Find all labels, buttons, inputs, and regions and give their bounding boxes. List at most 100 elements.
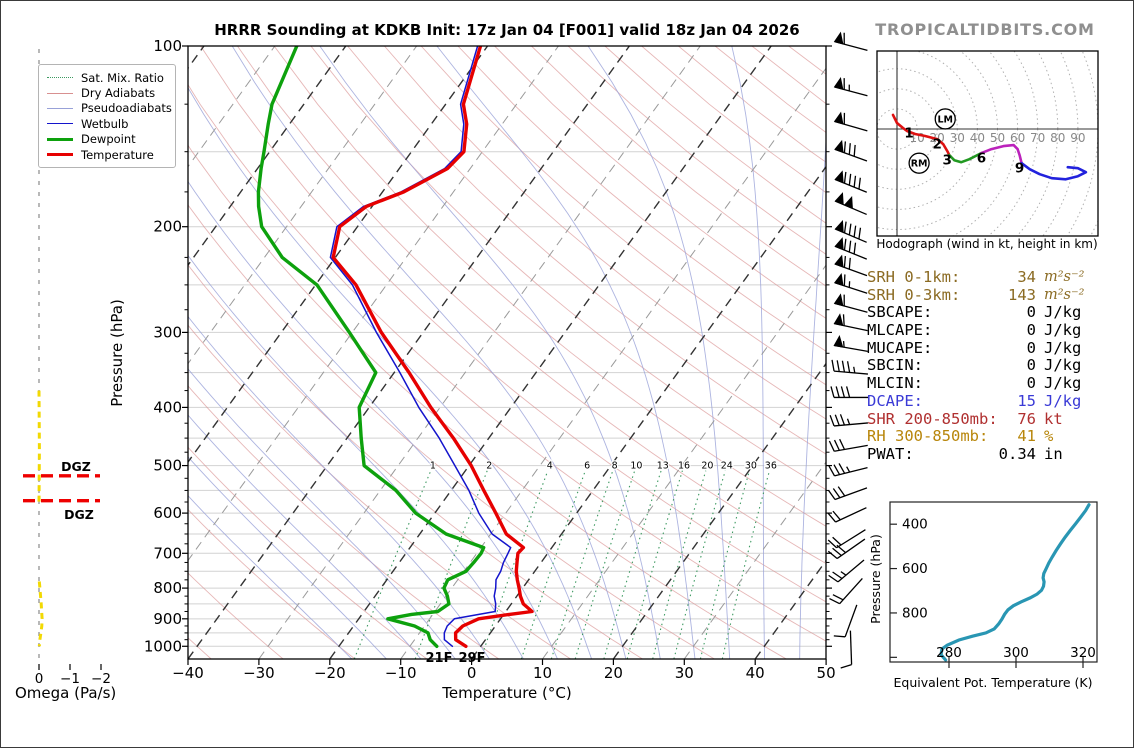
storm-motion-circle bbox=[908, 152, 930, 174]
hodograph-caption: Hodograph (wind in kt, height in km) bbox=[876, 237, 1097, 251]
hodo-height-label: 3 bbox=[943, 153, 952, 169]
wind-barb-column bbox=[827, 31, 868, 669]
hodo-trace-0_3km bbox=[891, 113, 951, 157]
legend-label: Wetbulb bbox=[81, 116, 129, 131]
omega-tick-label: −1 bbox=[60, 671, 80, 687]
wind-barb bbox=[833, 111, 868, 132]
legend-swatch-temperature bbox=[47, 153, 73, 157]
x-tick-label: 40 bbox=[746, 664, 765, 682]
legend-swatch-dry bbox=[47, 92, 73, 94]
stat-value: 34 bbox=[1017, 268, 1036, 286]
x-tick-label: 20 bbox=[604, 664, 623, 682]
isotherm bbox=[188, 46, 559, 562]
hodo-height-label: 1 bbox=[904, 126, 913, 142]
mixing-ratio-line bbox=[673, 470, 726, 659]
hodo-ring-label: 50 bbox=[990, 131, 1005, 145]
stat-value: 0 bbox=[1026, 303, 1036, 322]
barb-full bbox=[830, 386, 835, 398]
barb-full bbox=[840, 386, 846, 398]
barb-flag bbox=[833, 313, 844, 327]
hodo-trace-3_6km bbox=[948, 151, 983, 164]
stat-unit: in bbox=[1044, 444, 1063, 463]
pseudoadiabat bbox=[188, 456, 387, 659]
barb-staff bbox=[834, 370, 868, 375]
x-tick-label: −10 bbox=[385, 664, 417, 682]
y-tick-label: 700 bbox=[153, 544, 182, 562]
wind-barb bbox=[830, 386, 868, 399]
barb-full bbox=[845, 386, 851, 398]
x-tick-label: −40 bbox=[172, 664, 204, 682]
barb-full bbox=[833, 635, 846, 638]
wind-barb bbox=[833, 313, 868, 332]
barb-full bbox=[858, 177, 861, 190]
mixing-ratio-line bbox=[721, 470, 771, 659]
stat-label: SBCAPE: bbox=[867, 303, 933, 322]
mixing-ratio-line bbox=[699, 470, 750, 659]
mixing-ratio-labels: 1 2 4 6 8 10 13 16 20 24 30 36 bbox=[429, 459, 778, 473]
wind-barb bbox=[833, 604, 858, 638]
stat-row: SBCIN: 0 J/kg bbox=[867, 357, 1102, 375]
x-tick-label: 50 bbox=[817, 664, 836, 682]
hodograph-rings: 10 20 30 40 50 60 70 80 90 bbox=[877, 51, 1098, 236]
dry-adiabat bbox=[347, 46, 826, 455]
barb-staff bbox=[839, 577, 863, 605]
y-tick-label: 300 bbox=[153, 323, 182, 341]
barb-full bbox=[846, 361, 851, 373]
wind-barb bbox=[834, 219, 867, 243]
x-tick-label: 10 bbox=[533, 664, 552, 682]
theta-e-x-tick-label: 320 bbox=[1070, 645, 1096, 661]
barb-staff bbox=[834, 467, 868, 477]
legend-item: Dewpoint bbox=[47, 132, 167, 147]
barb-full bbox=[843, 274, 846, 286]
stat-value: 41 bbox=[1017, 427, 1036, 446]
barb-flag bbox=[834, 254, 844, 268]
mixing-ratio-line bbox=[414, 470, 488, 659]
legend-label: Temperature bbox=[81, 147, 154, 162]
mixing-ratio-label: 24 bbox=[721, 461, 733, 472]
barb-half bbox=[842, 340, 845, 348]
wind-barb bbox=[834, 192, 867, 216]
y-tick-label: 400 bbox=[153, 398, 182, 416]
barb-full bbox=[833, 439, 840, 451]
wind-barb bbox=[834, 273, 868, 294]
legend-swatch-dewpoint bbox=[47, 137, 73, 141]
stat-unit: J/kg bbox=[1044, 303, 1082, 322]
stat-value: 15 bbox=[1017, 391, 1036, 410]
wind-barb bbox=[834, 237, 868, 260]
stat-label: MLCAPE: bbox=[867, 321, 933, 340]
barb-staff bbox=[834, 422, 868, 427]
x-tick-label: −30 bbox=[243, 664, 275, 682]
barb-full bbox=[828, 440, 835, 452]
stat-unit: J/kg bbox=[1044, 338, 1082, 357]
barb-full bbox=[848, 257, 851, 270]
pseudoadiabat bbox=[799, 133, 826, 659]
mixing-ratio-line bbox=[626, 470, 683, 659]
pseudoadiabat bbox=[436, 46, 696, 659]
barb-full bbox=[832, 547, 842, 557]
wind-barb bbox=[831, 359, 868, 375]
barb-full bbox=[832, 536, 842, 546]
isotherm bbox=[612, 362, 826, 659]
x-tick-label: 30 bbox=[675, 664, 694, 682]
legend-swatch-mixratio bbox=[47, 77, 73, 79]
wind-barb bbox=[827, 529, 866, 549]
stat-value: 0.34 bbox=[998, 444, 1036, 463]
mixing-ratio-label: 10 bbox=[630, 461, 642, 472]
mixing-ratio-line bbox=[652, 470, 707, 659]
mixing-ratio-label: 30 bbox=[745, 461, 757, 472]
theta-e-y-tick-label: 600 bbox=[902, 561, 928, 577]
barb-full bbox=[827, 489, 836, 500]
barb-full bbox=[831, 359, 835, 372]
hodo-height-label: 6 bbox=[977, 151, 986, 167]
x-tick-label: −20 bbox=[314, 664, 346, 682]
hodo-ring-label: 90 bbox=[1070, 131, 1085, 145]
barb-full bbox=[853, 225, 857, 238]
legend-item: Temperature bbox=[47, 147, 167, 162]
hodo-ring-label: 60 bbox=[1010, 131, 1025, 145]
barb-full bbox=[848, 223, 852, 236]
stat-label: SRH 0-3km: bbox=[867, 285, 961, 304]
omega-tick-label: 0 bbox=[35, 671, 44, 687]
isotherm bbox=[188, 46, 489, 464]
barb-full bbox=[828, 465, 836, 477]
